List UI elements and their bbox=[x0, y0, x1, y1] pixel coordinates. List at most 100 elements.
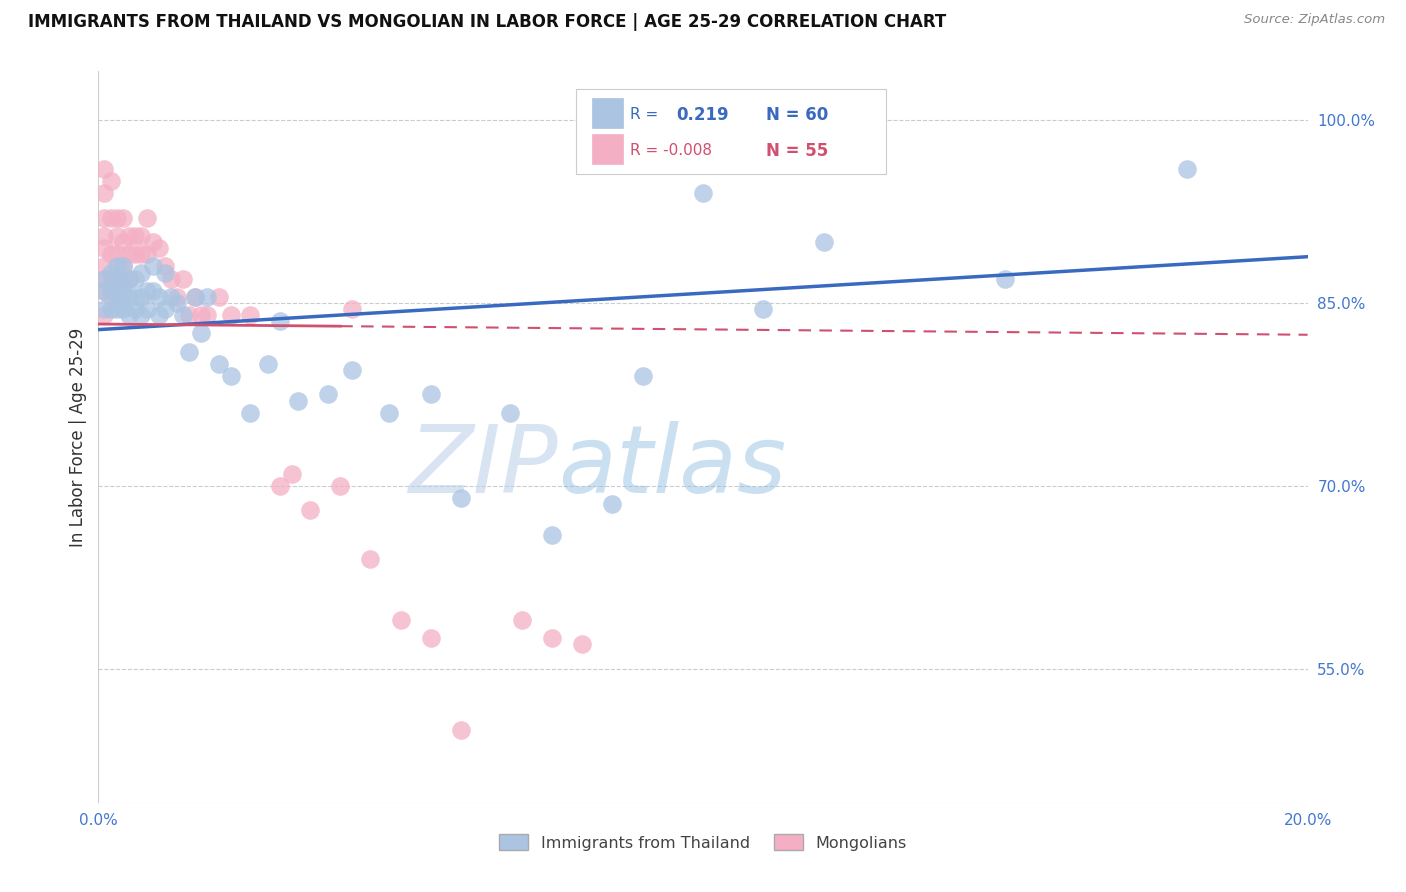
Point bbox=[111, 296, 134, 310]
Point bbox=[208, 357, 231, 371]
Point bbox=[329, 479, 352, 493]
Point bbox=[221, 369, 243, 384]
Point bbox=[111, 235, 134, 249]
Text: N = 60: N = 60 bbox=[766, 106, 828, 124]
Text: R = -0.008: R = -0.008 bbox=[630, 143, 711, 158]
Point bbox=[135, 247, 157, 261]
Point bbox=[118, 290, 141, 304]
Point bbox=[105, 247, 128, 261]
Point bbox=[93, 260, 115, 274]
Point bbox=[100, 284, 122, 298]
Point bbox=[93, 284, 115, 298]
Point bbox=[299, 503, 322, 517]
Point bbox=[118, 271, 141, 285]
Point bbox=[118, 228, 141, 243]
Point bbox=[166, 290, 188, 304]
Point bbox=[142, 260, 165, 274]
Point bbox=[100, 247, 122, 261]
Point bbox=[190, 308, 212, 322]
Text: IMMIGRANTS FROM THAILAND VS MONGOLIAN IN LABOR FORCE | AGE 25-29 CORRELATION CHA: IMMIGRANTS FROM THAILAND VS MONGOLIAN IN… bbox=[28, 13, 946, 31]
Point bbox=[752, 301, 775, 317]
Point bbox=[510, 613, 533, 627]
Point bbox=[124, 271, 146, 285]
Point bbox=[124, 247, 146, 261]
Point bbox=[142, 284, 165, 298]
Point bbox=[148, 241, 170, 255]
Point bbox=[118, 308, 141, 322]
Point bbox=[540, 632, 562, 646]
Point bbox=[540, 527, 562, 541]
Point bbox=[105, 211, 128, 225]
Point bbox=[172, 271, 194, 285]
Point bbox=[100, 211, 122, 225]
Point bbox=[111, 277, 134, 292]
Point bbox=[100, 271, 122, 285]
Point bbox=[179, 308, 201, 322]
Point bbox=[124, 228, 146, 243]
Point bbox=[571, 637, 593, 651]
Point bbox=[100, 265, 122, 279]
Point bbox=[377, 406, 399, 420]
Point bbox=[692, 186, 714, 201]
Point bbox=[124, 290, 146, 304]
Point bbox=[153, 265, 176, 279]
Point bbox=[813, 235, 835, 249]
Point bbox=[111, 211, 134, 225]
Point bbox=[129, 265, 152, 279]
Legend: Immigrants from Thailand, Mongolians: Immigrants from Thailand, Mongolians bbox=[494, 828, 912, 857]
Point bbox=[93, 308, 115, 322]
Point bbox=[129, 247, 152, 261]
Point bbox=[135, 301, 157, 317]
Point bbox=[179, 344, 201, 359]
Point bbox=[148, 290, 170, 304]
Point bbox=[208, 290, 231, 304]
Point bbox=[93, 241, 115, 255]
Point bbox=[420, 387, 443, 401]
Point bbox=[450, 723, 472, 737]
Point bbox=[342, 363, 364, 377]
Point bbox=[195, 290, 218, 304]
Point bbox=[111, 260, 134, 274]
Point bbox=[93, 228, 115, 243]
Point bbox=[129, 290, 152, 304]
Point bbox=[184, 290, 207, 304]
Text: ZIP: ZIP bbox=[408, 421, 558, 512]
Point bbox=[450, 491, 472, 505]
Point bbox=[221, 308, 243, 322]
Point bbox=[105, 260, 128, 274]
Point bbox=[105, 301, 128, 317]
Point bbox=[602, 497, 624, 511]
Point bbox=[153, 301, 176, 317]
Point bbox=[239, 406, 262, 420]
Point bbox=[129, 308, 152, 322]
Point bbox=[105, 271, 128, 285]
Point bbox=[269, 314, 291, 328]
Point bbox=[389, 613, 412, 627]
Y-axis label: In Labor Force | Age 25-29: In Labor Force | Age 25-29 bbox=[69, 327, 87, 547]
Point bbox=[93, 284, 115, 298]
Point bbox=[118, 271, 141, 285]
Point bbox=[124, 301, 146, 317]
Point bbox=[172, 308, 194, 322]
Point bbox=[111, 260, 134, 274]
Text: N = 55: N = 55 bbox=[766, 142, 828, 160]
Point bbox=[166, 296, 188, 310]
Point bbox=[631, 369, 654, 384]
Point bbox=[93, 161, 115, 176]
Point bbox=[316, 387, 339, 401]
Point bbox=[342, 301, 364, 317]
Point bbox=[994, 271, 1017, 285]
Point bbox=[105, 290, 128, 304]
Text: 0.219: 0.219 bbox=[676, 106, 730, 124]
Point bbox=[153, 260, 176, 274]
Point bbox=[1175, 161, 1198, 176]
Point bbox=[184, 290, 207, 304]
Point bbox=[420, 632, 443, 646]
Point bbox=[142, 235, 165, 249]
Point bbox=[118, 247, 141, 261]
Point bbox=[93, 271, 115, 285]
Point bbox=[93, 186, 115, 201]
Point bbox=[160, 271, 183, 285]
Point bbox=[105, 271, 128, 285]
Point bbox=[93, 271, 115, 285]
